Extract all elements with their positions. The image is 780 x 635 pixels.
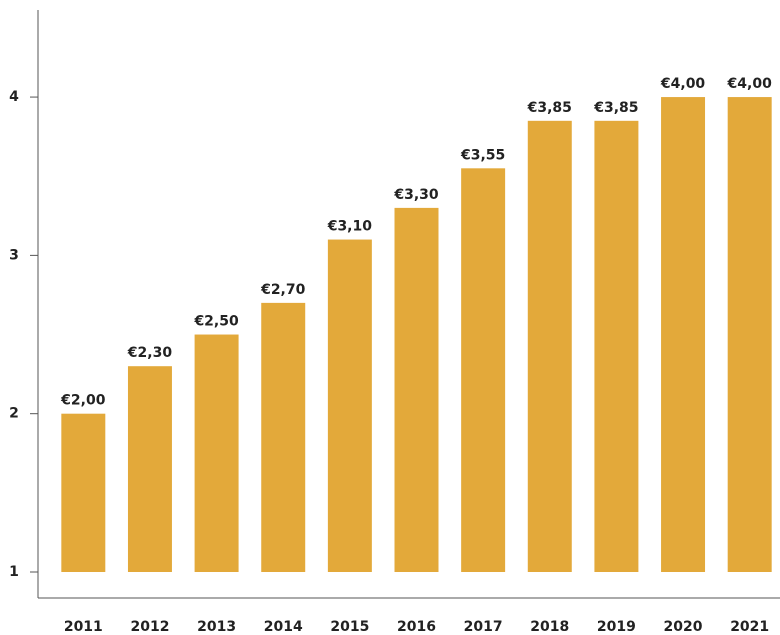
bar bbox=[61, 413, 106, 572]
x-tick-label: 2020 bbox=[664, 619, 703, 635]
x-tick-label: 2015 bbox=[330, 619, 369, 635]
x-tick-label: 2017 bbox=[464, 619, 503, 635]
value-label: €4,00 bbox=[727, 76, 773, 92]
x-tick-label: 2014 bbox=[264, 619, 303, 635]
value-label: €2,30 bbox=[127, 345, 173, 361]
value-label: €3,85 bbox=[593, 100, 638, 116]
bar bbox=[661, 97, 706, 572]
bar bbox=[127, 366, 172, 572]
bar bbox=[527, 120, 572, 573]
x-tick-label: 2013 bbox=[197, 619, 236, 635]
bar bbox=[461, 168, 506, 572]
bar bbox=[394, 207, 439, 572]
y-tick-label: 2 bbox=[9, 406, 19, 422]
x-tick-label: 2021 bbox=[730, 619, 769, 635]
x-tick-label: 2016 bbox=[397, 619, 436, 635]
bar bbox=[594, 120, 639, 573]
x-tick-label: 2018 bbox=[530, 619, 569, 635]
y-tick-label: 4 bbox=[9, 89, 19, 105]
value-label: €3,30 bbox=[393, 187, 439, 203]
x-tick-label: 2019 bbox=[597, 619, 636, 635]
value-label: €2,70 bbox=[260, 282, 306, 298]
value-label: €2,00 bbox=[60, 393, 106, 409]
y-tick-label: 1 bbox=[9, 564, 19, 580]
bar bbox=[261, 302, 306, 572]
value-label: €3,55 bbox=[460, 147, 505, 163]
y-tick-label: 3 bbox=[9, 247, 19, 263]
value-label: €2,50 bbox=[193, 314, 239, 330]
value-label: €3,10 bbox=[327, 219, 373, 235]
x-tick-label: 2011 bbox=[64, 619, 103, 635]
value-label: €4,00 bbox=[660, 76, 706, 92]
bar bbox=[327, 239, 372, 572]
x-tick-label: 2012 bbox=[130, 619, 169, 635]
value-label: €3,85 bbox=[527, 100, 572, 116]
bar bbox=[194, 334, 239, 572]
bar bbox=[727, 97, 772, 572]
